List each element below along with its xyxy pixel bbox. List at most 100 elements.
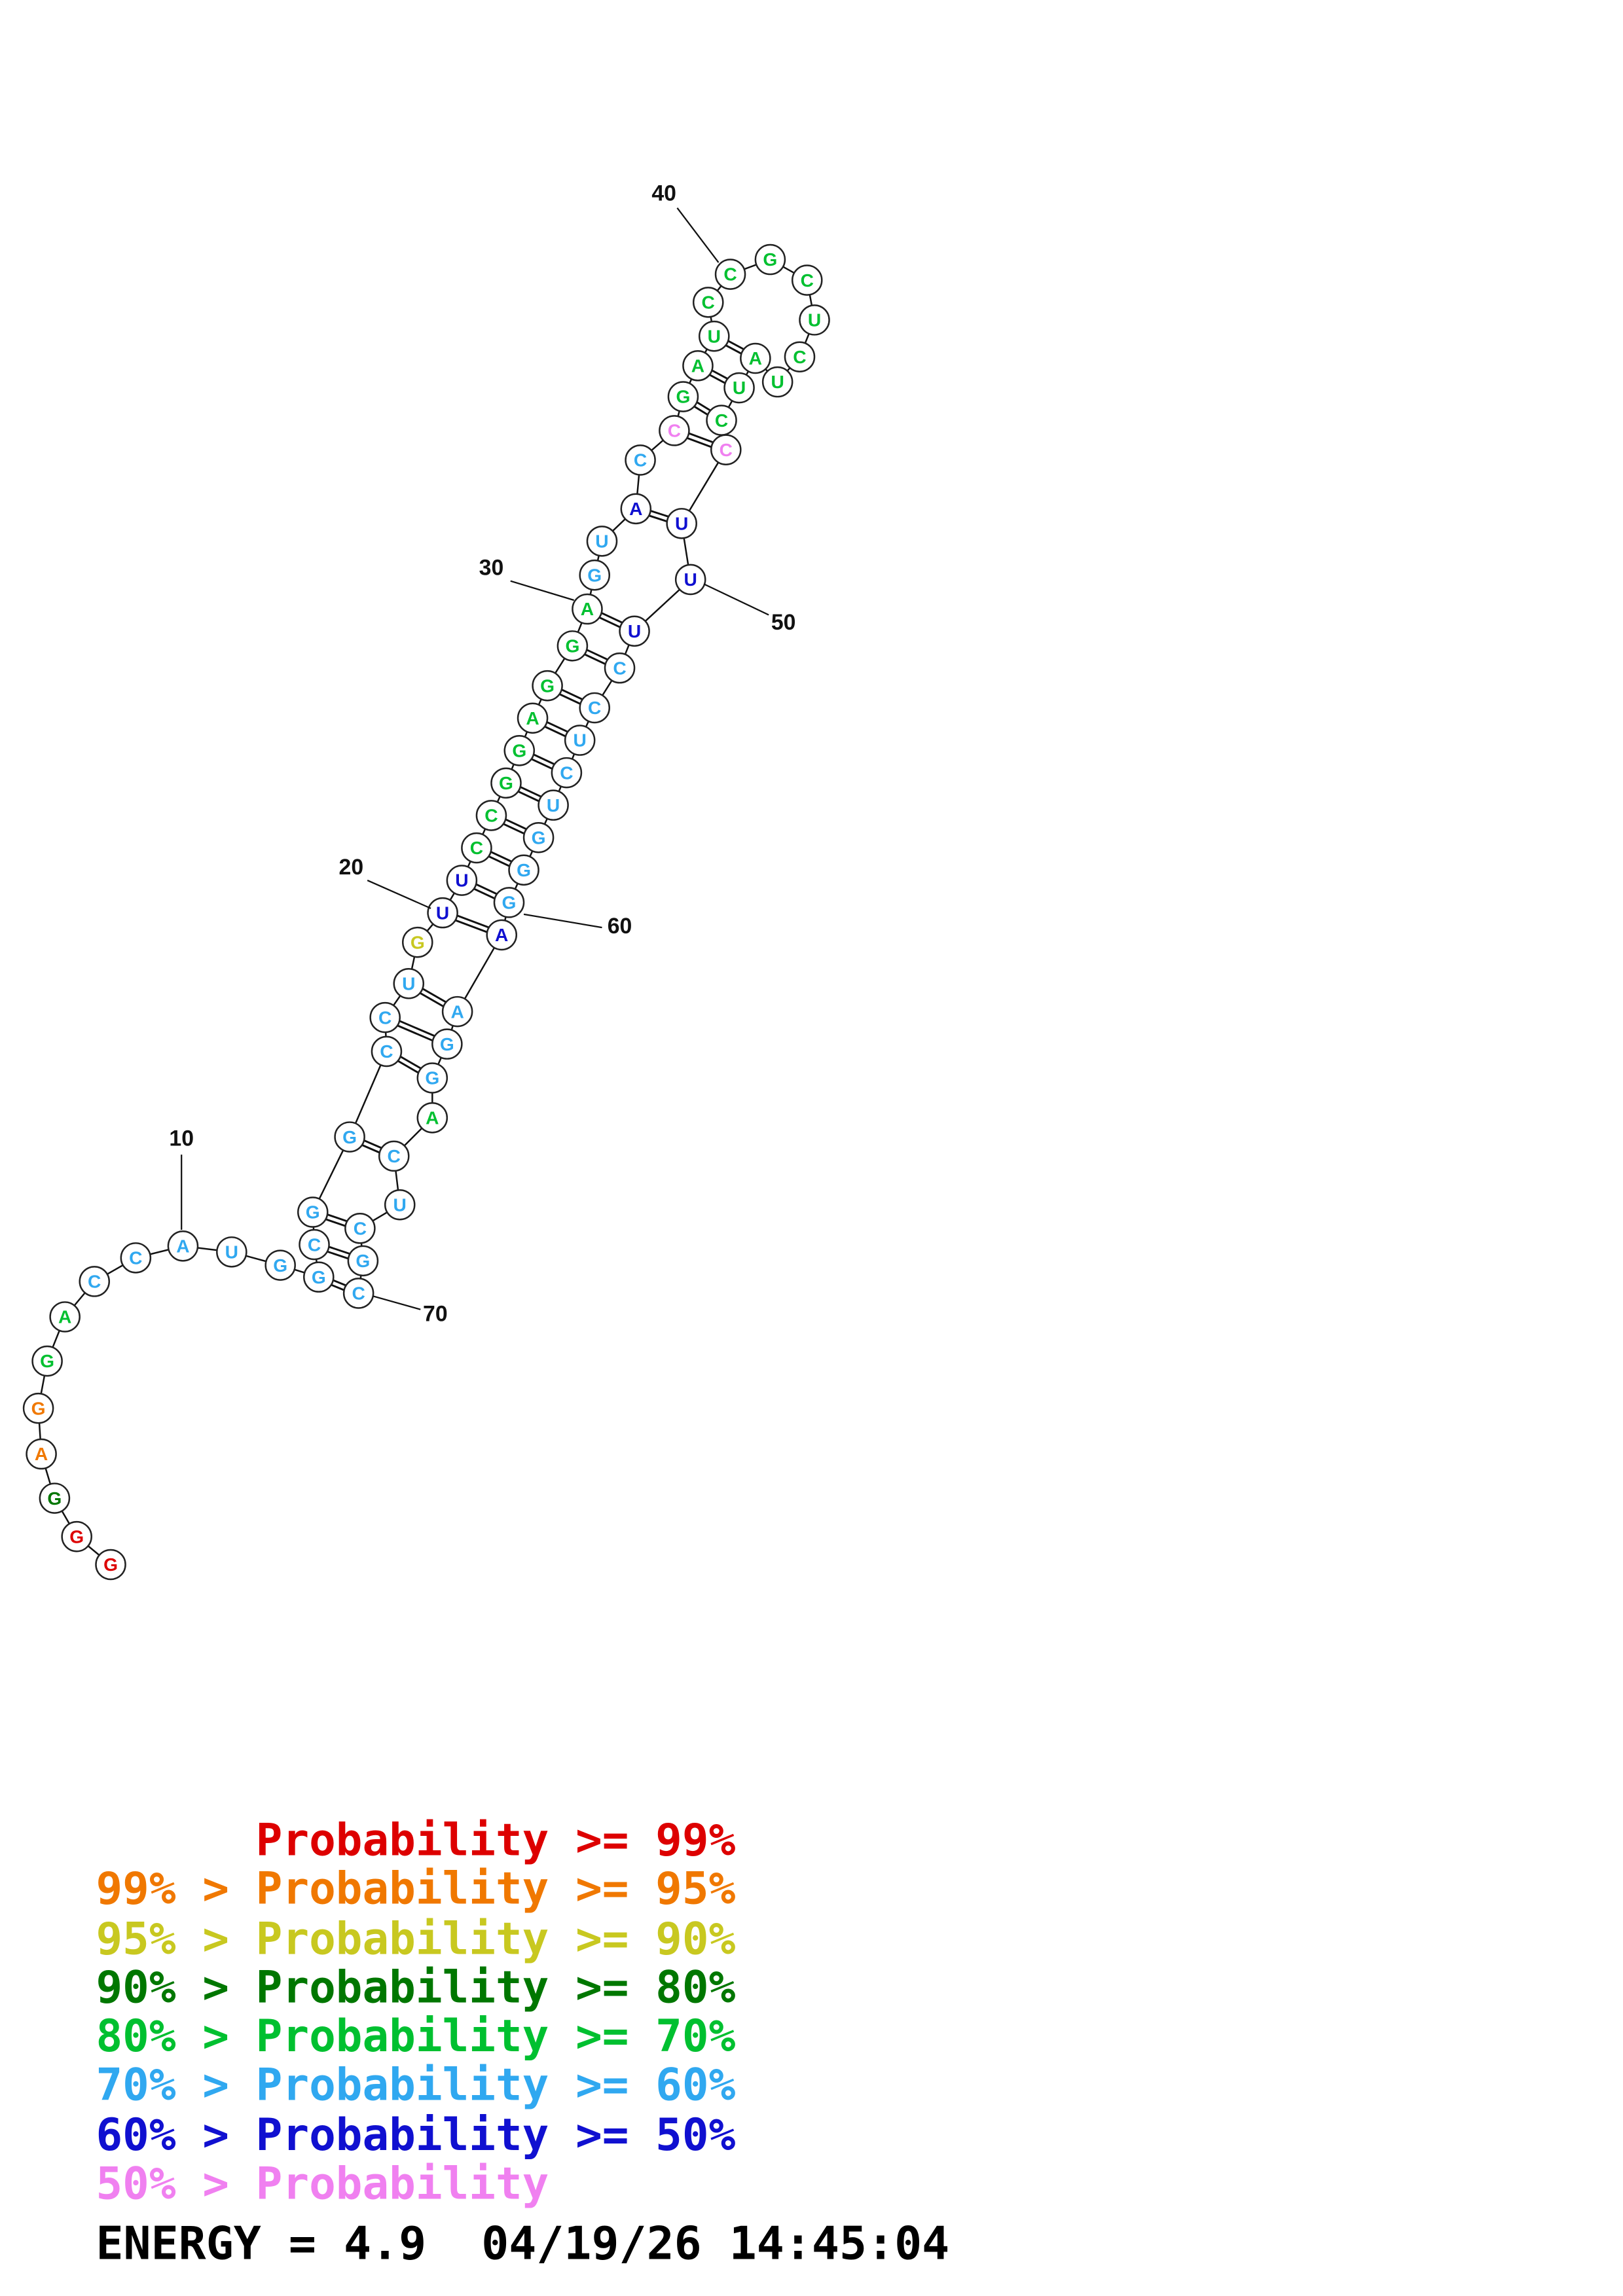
nucleotide-circle (378, 1140, 410, 1172)
nucleotide-circle (493, 887, 525, 918)
nucleotide-letter: U (595, 531, 608, 552)
nucleotide-circle (556, 630, 589, 662)
nucleotide-letter: G (69, 1526, 84, 1547)
nucleotide-circle (799, 304, 830, 336)
nucleotide-letter: G (410, 932, 425, 952)
nucleotide-letter: C (484, 806, 498, 826)
nucleotide-circle (486, 919, 518, 951)
nucleotide-letter: G (425, 1068, 439, 1088)
nucleotide-circle (384, 1189, 416, 1221)
legend-line-p95: 99% > Probability >= 95% (96, 1863, 735, 1914)
nucleotide-letter: G (356, 1251, 370, 1271)
nucleotide-circle (666, 508, 697, 539)
nucleotide-letter: U (574, 730, 587, 751)
nucleotide-circle (461, 832, 492, 864)
position-label-leader (676, 207, 720, 263)
nucleotide-letter: C (723, 264, 737, 285)
nucleotide-letter: A (691, 355, 704, 376)
nucleotide-circle (714, 259, 746, 290)
nucleotide-circle (49, 1301, 81, 1333)
nucleotide-letter: G (499, 773, 513, 793)
nucleotide-letter: A (749, 348, 762, 368)
nucleotide-letter: C (354, 1218, 367, 1238)
nucleotide-circle (538, 789, 569, 821)
nucleotide-circle (682, 350, 714, 382)
nucleotide-circle (334, 1121, 365, 1153)
nucleotide-circle (61, 1520, 92, 1552)
nucleotide-letter: G (532, 827, 546, 848)
nucleotide-letter: C (129, 1248, 142, 1268)
nucleotide-letter: G (273, 1255, 287, 1276)
nucleotide-circle (784, 341, 816, 373)
nucleotide-letter: U (393, 1194, 407, 1215)
nucleotide-circle (620, 493, 652, 525)
nucleotide-circle (39, 1482, 71, 1514)
nucleotide-circle (698, 320, 730, 352)
position-label-leader (373, 1295, 421, 1310)
nucleotide-circle (347, 1245, 379, 1277)
nucleotide-circle (674, 564, 706, 596)
nucleotide-letter: G (440, 1034, 454, 1054)
nucleotide-letter: A (495, 925, 508, 945)
nucleotide-letter: C (560, 762, 573, 783)
nucleotide-circle (167, 1230, 199, 1262)
nucleotide-circle (532, 670, 563, 702)
nucleotide-circle (26, 1438, 57, 1470)
nucleotide-circle (517, 702, 549, 734)
nucleotide-letter: C (801, 270, 814, 291)
nucleotide-circle (31, 1345, 63, 1377)
nucleotide-circle (402, 926, 433, 958)
nucleotide-letter: U (628, 621, 641, 641)
position-label: 40 (651, 181, 676, 206)
nucleotide-letter: G (40, 1351, 54, 1371)
legend-line-p99: Probability >= 99% (96, 1814, 735, 1865)
nucleotide-letter: C (588, 698, 601, 718)
nucleotide-letter: U (402, 973, 415, 994)
position-label: 10 (169, 1126, 194, 1151)
nucleotide-letter: G (47, 1488, 62, 1509)
nucleotide-circle (604, 652, 636, 684)
nucleotide-circle (431, 1028, 463, 1060)
nucleotide-letter: A (35, 1444, 48, 1464)
nucleotide-letter: C (88, 1272, 101, 1292)
position-label: 60 (608, 914, 632, 939)
nucleotide-letter: C (470, 838, 483, 858)
nucleotide-circle (710, 434, 742, 465)
nucleotide-letter: U (455, 870, 468, 891)
nucleotide-letter: C (634, 450, 647, 471)
nucleotide-circle (586, 526, 618, 557)
nucleotide-letter: G (103, 1554, 118, 1575)
nucleotide-letter: G (676, 387, 690, 407)
legend-line-p80: 90% > Probability >= 80% (96, 1962, 735, 2013)
nucleotide-letter: G (342, 1127, 357, 1147)
nucleotide-circle (446, 865, 478, 896)
position-label-leader (510, 580, 574, 601)
nucleotide-letter: A (176, 1236, 189, 1257)
nucleotide-circle (344, 1213, 376, 1244)
nucleotide-circle (723, 372, 755, 404)
nucleotide-circle (508, 854, 539, 886)
nucleotide-letter: G (312, 1267, 326, 1287)
nucleotide-letter: G (306, 1202, 320, 1223)
nucleotide-circle (619, 615, 650, 647)
nucleotide-circle (490, 767, 522, 799)
nucleotide-circle (416, 1062, 448, 1094)
nucleotide-circle (342, 1278, 374, 1309)
nucleotide-circle (692, 287, 724, 318)
nucleotide-letter: A (581, 599, 594, 619)
nucleotide-letter: G (517, 860, 531, 880)
nucleotide-letter: G (587, 565, 602, 585)
energy-readout: ENERGY = 4.9 04/19/26 14:45:04 (96, 2217, 949, 2270)
nucleotide-letter: C (308, 1234, 321, 1255)
nucleotide-letter: G (512, 740, 526, 761)
nucleotide-letter: C (720, 440, 733, 460)
nucleotide-letter: U (547, 795, 560, 816)
position-label: 20 (339, 855, 364, 880)
nucleotide-letter: C (388, 1146, 401, 1166)
nucleotide-circle (740, 342, 771, 374)
nucleotide-letter: A (629, 499, 642, 519)
nucleotide-letter: C (613, 658, 626, 678)
position-label: 70 (423, 1302, 448, 1327)
